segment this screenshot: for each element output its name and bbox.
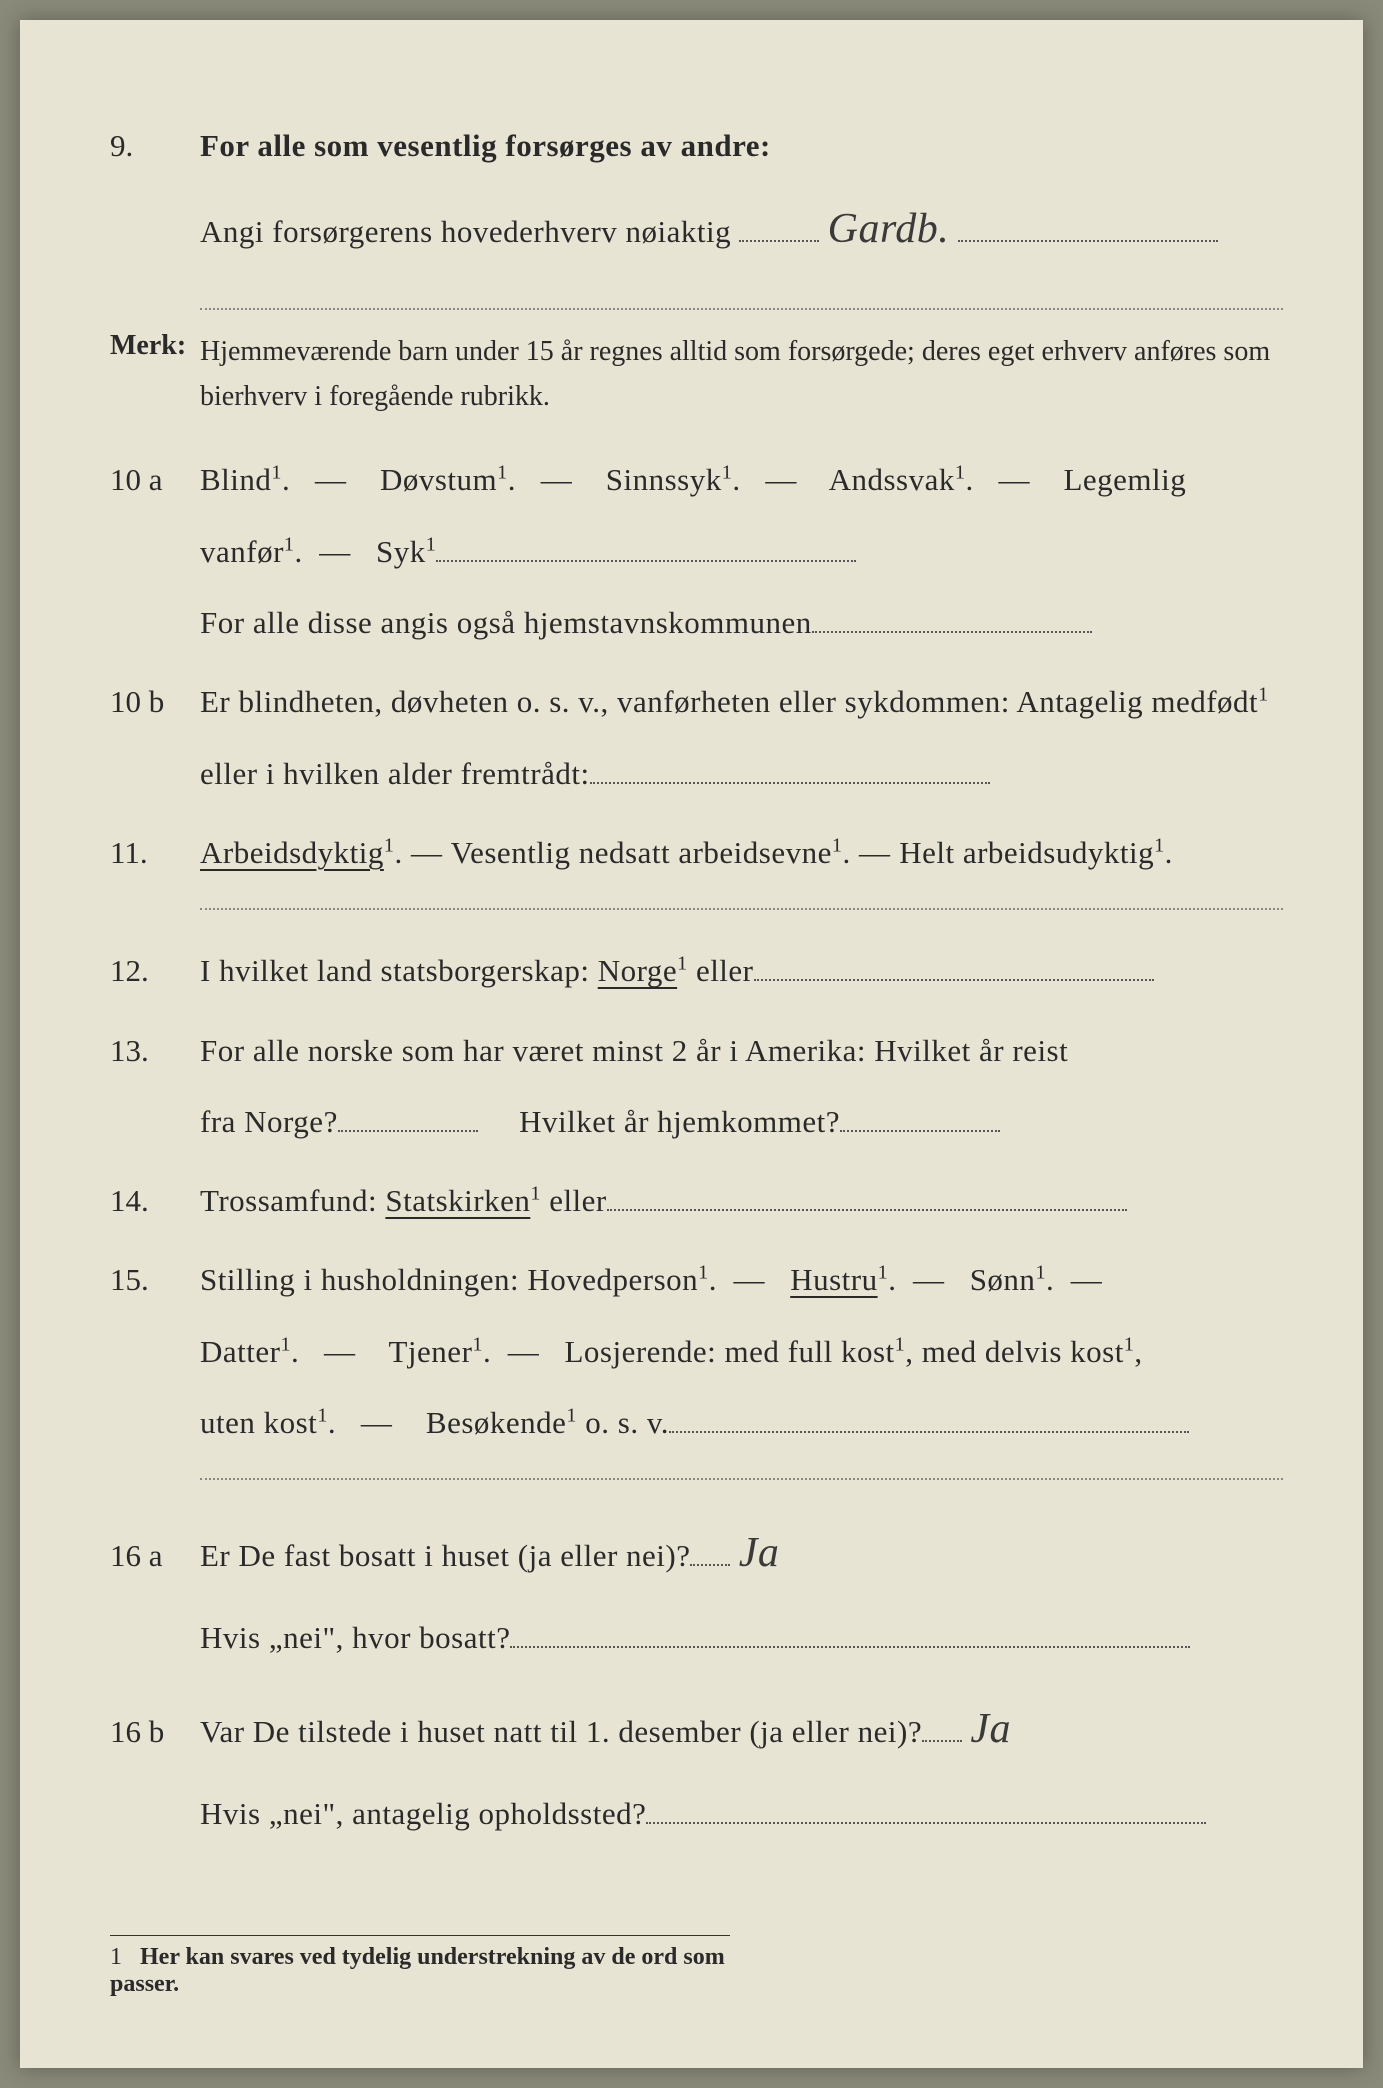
q10a-syk: Syk	[376, 534, 426, 569]
q9-content: For alle som vesentlig forsørges av andr…	[200, 110, 1283, 278]
q15-losj-mid: , med delvis kost	[905, 1334, 1124, 1369]
q15-prefix: Stilling i husholdningen:	[200, 1262, 527, 1297]
merk-text: Hjemmeværende barn under 15 år regnes al…	[200, 330, 1283, 420]
q15-divider	[200, 1478, 1283, 1480]
question-16a: 16 a Er De fast bosatt i huset (ja eller…	[110, 1505, 1283, 1673]
question-11: 11. Arbeidsdyktig1. — Vesentlig nedsatt …	[110, 817, 1283, 888]
q10a-vanfor: vanfør	[200, 534, 284, 569]
q10a-andssvak: Andssvak	[829, 462, 955, 497]
q11-opt1: Arbeidsdyktig	[200, 835, 384, 870]
merk-note: Merk: Hjemmeværende barn under 15 år reg…	[110, 330, 1283, 420]
q16b-q: Var De tilstede i huset natt til 1. dese…	[200, 1714, 922, 1749]
question-10b: 10 b Er blindheten, døvheten o. s. v., v…	[110, 666, 1283, 809]
q16a-fill	[510, 1646, 1190, 1648]
q16b-answer: Ja	[970, 1681, 1011, 1778]
q10a-fill	[436, 560, 856, 562]
q11-opt3: Helt arbeidsudyktig	[899, 835, 1154, 870]
q16a-answer: Ja	[739, 1505, 780, 1602]
q10a-number: 10 a	[110, 462, 200, 498]
q15-hovedperson: Hovedperson	[527, 1262, 698, 1297]
q16b-sub: Hvis „nei", antagelig opholdssted?	[200, 1796, 646, 1831]
q11-divider	[200, 908, 1283, 910]
q12-prefix: I hvilket land statsborgerskap:	[200, 953, 598, 988]
q13-fill1	[338, 1130, 478, 1132]
q13-line2b: Hvilket år hjemkommet?	[519, 1104, 840, 1139]
q16a-q: Er De fast bosatt i huset (ja eller nei)…	[200, 1538, 690, 1573]
q14-statskirken: Statskirken	[385, 1183, 530, 1218]
q12-fill	[754, 979, 1154, 981]
q10b-number: 10 b	[110, 684, 200, 720]
q12-number: 12.	[110, 953, 200, 989]
question-9: 9. For alle som vesentlig forsørges av a…	[110, 110, 1283, 278]
q15-losj: Losjerende: med full kost	[564, 1334, 894, 1369]
footnote-num: 1	[110, 1944, 122, 1970]
q15-osv: o. s. v.	[585, 1405, 669, 1440]
q12-suffix: eller	[696, 953, 754, 988]
q16a-sub: Hvis „nei", hvor bosatt?	[200, 1620, 510, 1655]
q14-number: 14.	[110, 1183, 200, 1219]
q9-fill-trail	[958, 240, 1218, 242]
q15-fill	[669, 1431, 1189, 1433]
q15-datter: Datter	[200, 1334, 280, 1369]
q12-norge: Norge	[598, 953, 677, 988]
census-form-page: 9. For alle som vesentlig forsørges av a…	[20, 20, 1363, 2068]
q10a-sinnssyk: Sinnssyk	[606, 462, 722, 497]
q11-content: Arbeidsdyktig1. — Vesentlig nedsatt arbe…	[200, 817, 1283, 888]
q13-line1: For alle norske som har været minst 2 år…	[200, 1033, 1068, 1068]
q15-content: Stilling i husholdningen: Hovedperson1. …	[200, 1244, 1283, 1458]
question-13: 13. For alle norske som har været minst …	[110, 1015, 1283, 1158]
q16a-number: 16 a	[110, 1538, 200, 1574]
q16b-number: 16 b	[110, 1714, 200, 1750]
q11-opt2: Vesentlig nedsatt arbeidsevne	[451, 835, 832, 870]
q9-divider	[200, 308, 1283, 310]
footnote: 1 Her kan svares ved tydelig understrekn…	[110, 1935, 730, 1998]
q15-number: 15.	[110, 1262, 200, 1298]
question-10a: 10 a Blind1. — Døvstum1. — Sinnssyk1. — …	[110, 444, 1283, 658]
q10a-fill2	[812, 631, 1092, 633]
q12-content: I hvilket land statsborgerskap: Norge1 e…	[200, 935, 1283, 1006]
q10a-blind: Blind	[200, 462, 271, 497]
q13-line2a: fra Norge?	[200, 1104, 338, 1139]
q13-content: For alle norske som har været minst 2 år…	[200, 1015, 1283, 1158]
q14-fill	[607, 1209, 1127, 1211]
q15-hustru: Hustru	[790, 1262, 877, 1297]
q15-tjener: Tjener	[389, 1334, 473, 1369]
q9-number: 9.	[110, 128, 200, 164]
question-15: 15. Stilling i husholdningen: Hovedperso…	[110, 1244, 1283, 1458]
question-16b: 16 b Var De tilstede i huset natt til 1.…	[110, 1681, 1283, 1849]
q10b-fill	[590, 782, 990, 784]
question-14: 14. Trossamfund: Statskirken1 eller	[110, 1165, 1283, 1236]
q14-content: Trossamfund: Statskirken1 eller	[200, 1165, 1283, 1236]
q10a-legemlig: Legemlig	[1063, 462, 1186, 497]
q10b-text1: Er blindheten, døvheten o. s. v., vanfør…	[200, 684, 1258, 719]
q16b-fill	[646, 1822, 1206, 1824]
q15-sonn: Sønn	[970, 1262, 1036, 1297]
q9-fill-leader	[739, 240, 819, 242]
q9-prompt: Angi forsørgerens hovederhverv nøiaktig	[200, 214, 731, 249]
q10b-text2: eller i hvilken alder fremtrådt:	[200, 756, 590, 791]
q10b-content: Er blindheten, døvheten o. s. v., vanfør…	[200, 666, 1283, 809]
q13-number: 13.	[110, 1033, 200, 1069]
q10a-line3: For alle disse angis også hjemstavnskomm…	[200, 605, 812, 640]
q13-fill2	[840, 1130, 1000, 1132]
q15-besok: Besøkende	[426, 1405, 567, 1440]
q16a-content: Er De fast bosatt i huset (ja eller nei)…	[200, 1505, 1283, 1673]
q14-prefix: Trossamfund:	[200, 1183, 385, 1218]
q9-heading: For alle som vesentlig forsørges av andr…	[200, 128, 771, 163]
footnote-text: Her kan svares ved tydelig understreknin…	[110, 1944, 725, 1997]
q14-suffix: eller	[549, 1183, 607, 1218]
question-12: 12. I hvilket land statsborgerskap: Norg…	[110, 935, 1283, 1006]
q16b-content: Var De tilstede i huset natt til 1. dese…	[200, 1681, 1283, 1849]
q15-uten: uten kost	[200, 1405, 317, 1440]
q10a-dovstum: Døvstum	[380, 462, 497, 497]
q11-number: 11.	[110, 835, 200, 871]
merk-label: Merk:	[110, 330, 200, 420]
q10a-content: Blind1. — Døvstum1. — Sinnssyk1. — Andss…	[200, 444, 1283, 658]
q9-handwritten-answer: Gardb.	[828, 181, 950, 278]
